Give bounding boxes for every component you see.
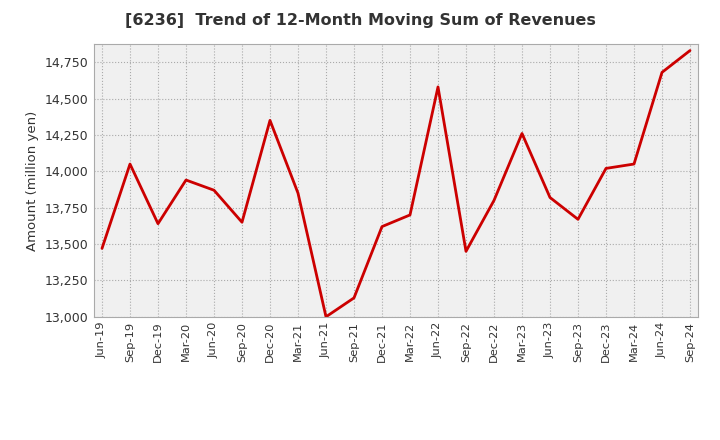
Y-axis label: Amount (million yen): Amount (million yen) [27,110,40,250]
Text: [6236]  Trend of 12-Month Moving Sum of Revenues: [6236] Trend of 12-Month Moving Sum of R… [125,13,595,28]
